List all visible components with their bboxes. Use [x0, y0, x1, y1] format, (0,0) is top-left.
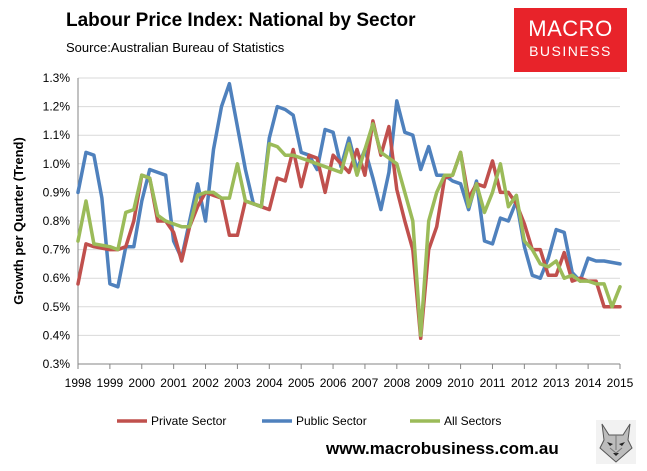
y-tick-label: 1.1% — [43, 128, 71, 142]
y-tick-label: 1.0% — [43, 157, 71, 171]
legend-label: All Sectors — [444, 414, 501, 428]
y-tick-label: 1.2% — [43, 100, 71, 114]
series-line-public-sector — [76, 81, 622, 289]
x-tick-label: 2002 — [192, 376, 219, 390]
x-tick-label: 2006 — [320, 376, 347, 390]
x-tick-label: 2007 — [352, 376, 379, 390]
y-tick-label: 0.7% — [43, 243, 71, 257]
logo-line-1: MACRO — [528, 16, 613, 41]
y-tick-label: 0.4% — [43, 328, 71, 342]
logo-line-2: BUSINESS — [529, 43, 612, 59]
x-tick-label: 2009 — [415, 376, 442, 390]
x-tick-label: 2010 — [447, 376, 474, 390]
y-axis-title: Growth per Quarter (Trend) — [11, 137, 26, 305]
x-tick-label: 2015 — [607, 376, 634, 390]
x-tick-label: 2000 — [128, 376, 155, 390]
y-tick-label: 0.6% — [43, 271, 71, 285]
website-url: www.macrobusiness.com.au — [326, 439, 559, 458]
x-tick-label: 2013 — [543, 376, 570, 390]
x-tick-label: 2005 — [288, 376, 315, 390]
x-tick-label: 2001 — [160, 376, 187, 390]
x-tick-label: 2011 — [480, 376, 506, 390]
y-tick-label: 0.3% — [43, 357, 71, 371]
x-tick-label: 2004 — [256, 376, 283, 390]
x-tick-label: 2012 — [511, 376, 538, 390]
y-tick-label: 0.8% — [43, 214, 71, 228]
x-tick-label: 1999 — [97, 376, 124, 390]
macrobusiness-logo: MACRO BUSINESS — [514, 8, 627, 72]
y-tick-label: 1.3% — [43, 71, 71, 85]
series-line-private-sector — [76, 119, 622, 341]
y-tick-label: 0.9% — [43, 185, 71, 199]
x-tick-label: 2003 — [224, 376, 251, 390]
legend-label: Private Sector — [151, 414, 226, 428]
chart-source: Source:Australian Bureau of Statistics — [66, 40, 285, 55]
legend-label: Public Sector — [296, 414, 367, 428]
wolf-logo-icon — [596, 420, 636, 464]
x-tick-label: 1998 — [65, 376, 92, 390]
y-tick-label: 0.5% — [43, 300, 71, 314]
x-tick-label: 2008 — [383, 376, 410, 390]
series-line-all-sectors — [76, 122, 622, 338]
x-tick-label: 2014 — [575, 376, 602, 390]
chart-title: Labour Price Index: National by Sector — [66, 10, 416, 31]
